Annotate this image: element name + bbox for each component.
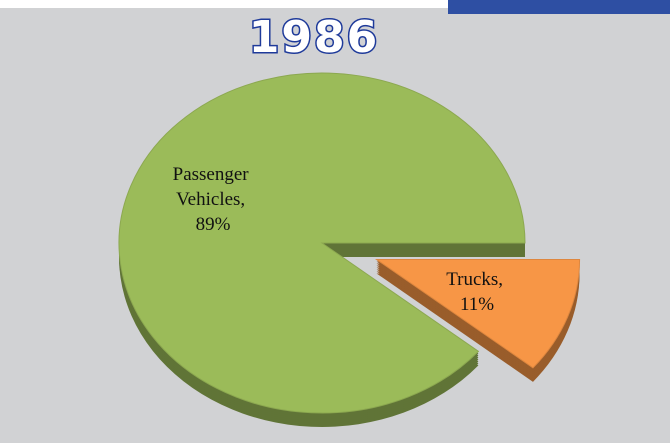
data-label-line: 89% [196, 214, 231, 235]
data-label: Passenger Vehicles, 89% [173, 164, 254, 235]
data-label-line: Trucks, [446, 269, 508, 290]
slice [118, 72, 526, 414]
top-accent [448, 0, 670, 14]
data-label-line: Passenger [173, 164, 254, 185]
chart-title: 1986 [249, 12, 379, 63]
top-strip [0, 0, 448, 8]
data-label-line: 11% [460, 294, 494, 315]
data-label: Trucks, 11% [446, 269, 508, 315]
slice [374, 258, 581, 369]
data-label-line: Vehicles, [176, 189, 250, 210]
